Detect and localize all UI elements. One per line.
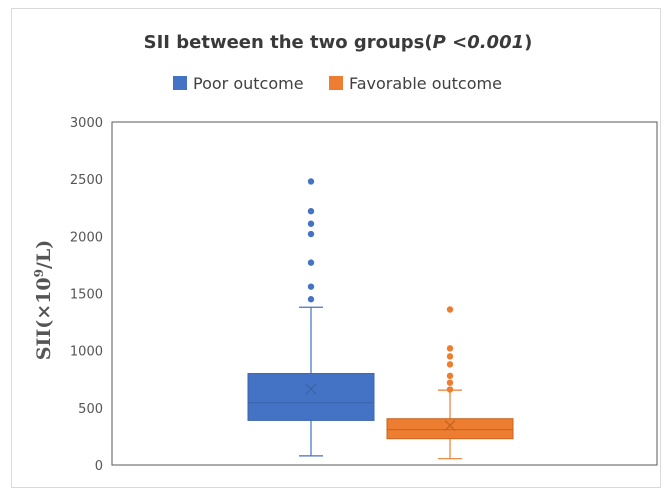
outlier-point: [307, 230, 315, 238]
y-tick-label: 0: [95, 459, 103, 474]
outlier-point: [307, 220, 315, 227]
legend-label-poor-outcome: Poor outcome: [193, 74, 304, 93]
outlier-point: [307, 178, 315, 185]
y-tick-label: 3000: [70, 116, 103, 131]
outlier-point: [446, 345, 454, 352]
y-axis-label: SII(×109/L): [32, 240, 55, 361]
y-tick-label: 1500: [70, 288, 103, 303]
mean-marker: [444, 420, 456, 432]
y-tick-label: 500: [78, 402, 103, 417]
outlier-point: [446, 386, 454, 393]
legend: Poor outcome Favorable outcome: [173, 74, 502, 93]
chart-title: SII between the two groups(P <0.001): [144, 32, 533, 53]
mean-marker: [305, 383, 317, 395]
y-axis-ticks: 0 500 1000 1500 2000 2500 3000: [70, 116, 103, 474]
outlier-point: [446, 372, 454, 380]
outlier-point: [446, 306, 454, 313]
legend-swatch-favorable-outcome: [329, 76, 343, 90]
boxes-layer: [247, 178, 514, 460]
outlier-point: [307, 259, 315, 266]
outlier-point: [446, 379, 454, 386]
plot-area: [111, 121, 658, 466]
outlier-point: [307, 207, 315, 215]
box-poor-outcome: [247, 178, 375, 457]
outlier-point: [446, 361, 454, 368]
y-tick-label: 2500: [70, 173, 103, 188]
legend-label-favorable-outcome: Favorable outcome: [349, 74, 502, 93]
legend-swatch-poor-outcome: [173, 76, 187, 90]
outlier-point: [307, 296, 315, 303]
y-tick-label: 2000: [70, 230, 103, 245]
y-tick-label: 1000: [70, 345, 103, 360]
box-favorable-outcome: [386, 306, 514, 460]
box-iqr: [386, 418, 514, 440]
outlier-point: [307, 283, 315, 290]
outlier-point: [446, 353, 454, 360]
box-iqr: [247, 373, 375, 421]
